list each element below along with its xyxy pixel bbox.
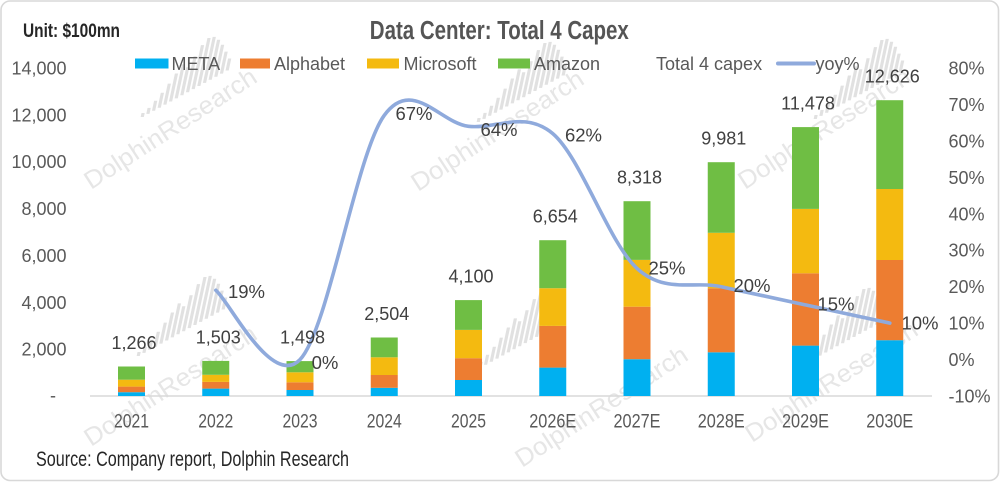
- svg-text:50%: 50%: [949, 168, 985, 188]
- svg-text:2022: 2022: [198, 411, 233, 433]
- svg-text:9,981: 9,981: [701, 129, 746, 149]
- svg-text:11,478: 11,478: [781, 94, 835, 114]
- svg-text:yoy%: yoy%: [816, 54, 860, 74]
- svg-text:2030E: 2030E: [866, 411, 913, 433]
- svg-text:10%: 10%: [901, 313, 938, 334]
- svg-text:12,626: 12,626: [865, 67, 920, 87]
- svg-text:2024: 2024: [367, 411, 402, 433]
- svg-text:2029E: 2029E: [782, 411, 829, 433]
- svg-text:2026E: 2026E: [529, 411, 576, 433]
- svg-text:8,318: 8,318: [617, 168, 662, 188]
- svg-text:0%: 0%: [312, 352, 339, 373]
- svg-text:2023: 2023: [283, 411, 318, 433]
- svg-text:40%: 40%: [949, 204, 985, 224]
- svg-text:30%: 30%: [949, 241, 985, 261]
- svg-text:64%: 64%: [480, 119, 517, 140]
- svg-text:60%: 60%: [949, 131, 985, 151]
- svg-text:Alphabet: Alphabet: [274, 54, 345, 74]
- svg-text:4,100: 4,100: [448, 267, 493, 287]
- svg-text:Source: Company report, Dolphi: Source: Company report, Dolphin Research: [36, 447, 349, 471]
- svg-text:2021: 2021: [114, 411, 149, 433]
- svg-text:Microsoft: Microsoft: [404, 54, 477, 74]
- svg-text:62%: 62%: [565, 125, 602, 146]
- svg-text:1,498: 1,498: [280, 328, 325, 348]
- svg-text:-10%: -10%: [949, 387, 991, 407]
- svg-text:10,000: 10,000: [11, 152, 66, 172]
- svg-text:2,000: 2,000: [21, 340, 66, 360]
- svg-text:12,000: 12,000: [11, 105, 66, 125]
- svg-text:14,000: 14,000: [11, 59, 66, 79]
- svg-text:19%: 19%: [228, 281, 265, 302]
- svg-text:Total 4 capex: Total 4 capex: [656, 54, 762, 74]
- svg-text:20%: 20%: [949, 277, 985, 297]
- svg-text:4,000: 4,000: [21, 293, 66, 313]
- svg-text:20%: 20%: [733, 275, 770, 296]
- svg-text:25%: 25%: [648, 258, 685, 279]
- svg-text:Amazon: Amazon: [534, 54, 600, 74]
- svg-text:15%: 15%: [817, 294, 854, 315]
- svg-text:2027E: 2027E: [614, 411, 661, 433]
- svg-text:70%: 70%: [949, 95, 985, 115]
- svg-text:80%: 80%: [949, 59, 985, 79]
- svg-text:1,503: 1,503: [196, 327, 241, 347]
- svg-text:10%: 10%: [949, 314, 985, 334]
- svg-text:2028E: 2028E: [698, 411, 745, 433]
- svg-text:Unit: $100mn: Unit: $100mn: [23, 20, 120, 42]
- svg-text:0%: 0%: [949, 350, 975, 370]
- svg-text:67%: 67%: [395, 103, 432, 124]
- svg-text:-: -: [50, 386, 56, 406]
- svg-text:2025: 2025: [451, 411, 486, 433]
- svg-text:6,654: 6,654: [533, 207, 578, 227]
- svg-text:1,266: 1,266: [111, 333, 156, 353]
- svg-text:8,000: 8,000: [21, 199, 66, 219]
- svg-text:Data Center: Total 4 Capex: Data Center: Total 4 Capex: [370, 17, 629, 45]
- svg-text:2,504: 2,504: [364, 304, 409, 324]
- svg-text:META: META: [172, 54, 221, 74]
- svg-text:6,000: 6,000: [21, 246, 66, 266]
